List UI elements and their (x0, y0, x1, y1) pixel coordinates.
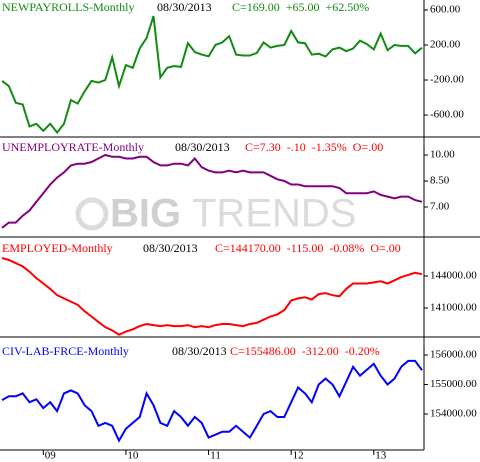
y-tick-label: 141000.00 (430, 302, 477, 314)
x-tick-label: 13 (375, 450, 387, 462)
y-tick-label: 154000.00 (430, 408, 477, 420)
watermark-logo (75, 197, 109, 231)
panel-stats: C=169.00 +65.00 +62.50% (232, 0, 369, 14)
watermark-bold: BIG (110, 192, 181, 236)
y-tick-label: 200.00 (430, 39, 461, 51)
y-tick-label: 10.00 (430, 149, 455, 161)
data-line (1, 359, 423, 443)
y-tick-label: 156000.00 (430, 349, 477, 361)
panel-date: 08/30/2013 (143, 241, 198, 255)
panel-date: 08/30/2013 (175, 140, 230, 154)
panel-stats: C=7.30 -.10 -1.35% O=.00 (245, 140, 383, 154)
x-tick-label: 10 (127, 450, 139, 462)
y-tick-label: 144000.00 (430, 270, 477, 282)
panel-title: NEWPAYROLLS-Monthly (2, 0, 134, 14)
panel-date: 08/30/2013 (157, 0, 212, 14)
y-tick-label: 7.00 (430, 201, 450, 213)
panel-title: UNEMPLOYRATE-Monthly (2, 140, 144, 154)
x-tick-label: 12 (293, 450, 304, 462)
y-tick-label: 155000.00 (430, 378, 477, 390)
x-tick-label: 11 (210, 450, 221, 462)
x-tick-label: 09 (45, 450, 57, 462)
panel-stats: C=155486.00 -312.00 -0.20% (230, 344, 380, 358)
watermark: BIG TRENDS (75, 192, 356, 236)
y-tick-label: 8.50 (430, 175, 450, 187)
y-tick-label: -600.00 (430, 109, 464, 121)
panel-stats: C=144170.00 -115.00 -0.08% O=.00 (215, 241, 401, 255)
panel-title: CIV-LAB-FRCE-Monthly (2, 344, 129, 358)
watermark-light: TRENDS (192, 192, 356, 236)
data-line (1, 15, 423, 135)
y-tick-label: 600.00 (430, 4, 461, 16)
panel-title: EMPLOYED-Monthly (2, 241, 113, 255)
y-tick-label: -200.00 (430, 74, 464, 86)
data-line (1, 257, 423, 336)
panel-date: 08/30/2013 (172, 344, 227, 358)
data-line (1, 153, 423, 229)
